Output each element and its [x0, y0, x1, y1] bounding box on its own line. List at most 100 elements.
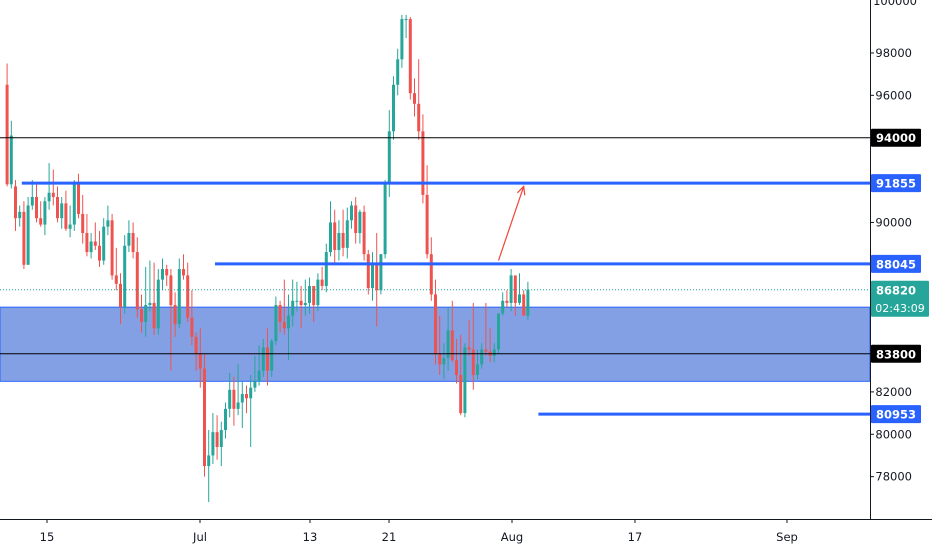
candle-body-80: [341, 233, 345, 248]
candle-body-100: [425, 194, 429, 255]
candle-body-99: [421, 131, 425, 195]
candle-body-112: [476, 364, 479, 375]
candle-body-86: [366, 254, 370, 289]
candle-body-19: [85, 233, 89, 253]
level-91855-tag: [871, 174, 921, 193]
level-94000-tag: [871, 128, 921, 147]
candle-body-82: [350, 205, 353, 221]
x-tick-label-Aug: Aug: [501, 530, 523, 544]
x-tick-label-17: 17: [628, 530, 643, 544]
candle-body-7: [35, 197, 38, 219]
candle-body-95: [404, 19, 408, 21]
candle-body-122: [518, 294, 521, 303]
candle-body-35: [152, 302, 156, 329]
candle-body-91: [387, 131, 391, 185]
candle-body-120: [509, 275, 513, 303]
levels: [0, 137, 870, 416]
candle-body-114: [484, 349, 488, 352]
candle-body-31: [135, 252, 139, 310]
level-80953-tag: [871, 405, 921, 424]
candle-body-98: [417, 103, 421, 132]
candle-body-36: [156, 279, 160, 329]
y-tick-label-78000: 78000: [875, 470, 912, 484]
candle-body-84: [358, 211, 362, 234]
candle-body-72: [308, 285, 311, 303]
candle-body-73: [312, 285, 316, 306]
candle-body-16: [72, 184, 76, 225]
candle-body-93: [396, 59, 400, 85]
candle-body-104: [442, 358, 446, 365]
candle-body-10: [47, 192, 51, 202]
candle-body-20: [89, 241, 93, 253]
candle-body-54: [232, 389, 236, 409]
candle-body-62: [266, 347, 269, 371]
candle-body-25: [110, 220, 114, 276]
candle-body-37: [161, 269, 164, 280]
candle-body-117: [497, 313, 500, 350]
candle-body-26: [114, 275, 118, 284]
candle-body-51: [219, 430, 223, 447]
candle-body-118: [501, 300, 505, 314]
level-88045-tag: [871, 254, 921, 273]
countdown-label: 02:43:09: [875, 302, 924, 315]
candle-body-22: [98, 245, 101, 261]
candle-body-33: [144, 305, 148, 322]
candle-body-81: [345, 220, 349, 248]
candle-body-106: [450, 330, 454, 361]
x-tick-label-21: 21: [382, 530, 397, 544]
candle-body-74: [316, 279, 320, 306]
candle-body-59: [253, 381, 257, 388]
candle-body-23: [102, 226, 106, 261]
candle-body-48: [207, 455, 211, 467]
candle-body-38: [165, 269, 169, 276]
candle-body-32: [140, 309, 143, 322]
candle-body-12: [56, 197, 59, 219]
candle-body-110: [467, 347, 471, 350]
candle-body-46: [198, 353, 202, 369]
candle-body-2: [14, 186, 17, 219]
y-tick-label-top: 100000: [873, 0, 917, 8]
candle-body-15: [68, 224, 72, 229]
candle-body-105: [446, 330, 450, 359]
candle-body-113: [480, 349, 484, 365]
annotation-arrow-head-0: [516, 185, 526, 196]
candle-body-56: [240, 394, 244, 403]
level-91855-tag-label: 91855: [876, 177, 916, 191]
candle-body-40: [173, 305, 177, 325]
candle-body-61: [261, 347, 265, 371]
candle-body-94: [400, 19, 404, 60]
candle-body-28: [123, 245, 127, 308]
candle-body-14: [64, 203, 68, 229]
candle-body-67: [287, 315, 290, 329]
level-83800-tag-label: 83800: [876, 347, 916, 361]
candle-body-85: [362, 211, 366, 255]
x-tick-label-13: 13: [303, 530, 318, 544]
candles: [5, 14, 530, 503]
candle-body-3: [18, 211, 22, 219]
y-tick-label-90000: 90000: [875, 215, 912, 229]
candle-body-1: [9, 135, 13, 185]
candle-body-43: [186, 275, 190, 318]
candle-body-0: [5, 84, 9, 185]
candle-body-90: [383, 184, 387, 255]
candle-body-60: [257, 370, 261, 382]
y-tick-label-82000: 82000: [875, 385, 912, 399]
candle-body-103: [438, 353, 442, 365]
candle-body-18: [81, 213, 85, 234]
candle-body-102: [434, 294, 437, 354]
candle-body-101: [429, 254, 433, 295]
candle-body-75: [320, 279, 324, 286]
level-83800-tag: [871, 344, 921, 363]
x-tick-label-15: 15: [40, 530, 55, 544]
candle-body-97: [413, 93, 416, 104]
candle-body-13: [60, 203, 64, 219]
candle-body-70: [299, 300, 303, 306]
candle-body-107: [455, 360, 458, 375]
candle-body-65: [278, 305, 282, 322]
candle-body-49: [211, 432, 215, 456]
candle-body-4: [22, 211, 26, 265]
candle-body-66: [282, 321, 286, 329]
x-tick-label-Sep: Sep: [776, 530, 798, 544]
candle-body-24: [106, 220, 110, 227]
